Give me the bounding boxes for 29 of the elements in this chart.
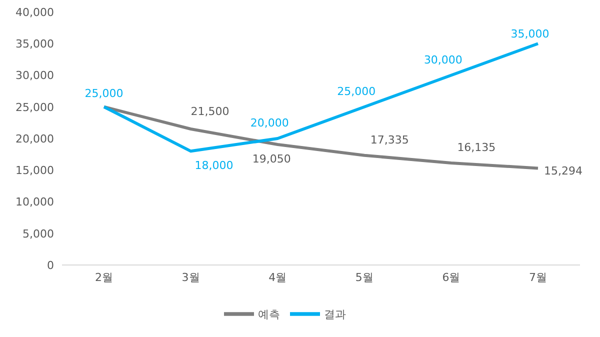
y-tick-label: 40,000 <box>16 6 54 19</box>
x-tick-label: 2월 <box>95 270 113 284</box>
x-tick-label: 7월 <box>529 270 547 284</box>
data-label: 17,335 <box>370 133 409 146</box>
legend-label: 결과 <box>324 308 346 322</box>
y-tick-label: 5,000 <box>22 227 54 240</box>
legend-label: 예측 <box>258 308 280 322</box>
y-tick-label: 25,000 <box>16 100 54 114</box>
y-tick-label: 20,000 <box>16 132 54 146</box>
y-tick-label: 10,000 <box>16 196 54 209</box>
line-series <box>102 105 540 170</box>
y-tick-label: 35,000 <box>16 38 54 51</box>
data-label: 18,000 <box>194 159 234 172</box>
y-tick-label: 30,000 <box>16 69 54 82</box>
data-label: 25,000 <box>337 84 376 98</box>
data-label: 20,000 <box>250 116 289 130</box>
data-label: 21,500 <box>190 105 230 118</box>
data-label: 19,050 <box>252 152 291 166</box>
y-tick-label: 0 <box>47 258 54 272</box>
x-tick-label: 6월 <box>442 270 460 284</box>
data-label: 30,000 <box>424 53 462 66</box>
x-tick-label: 4월 <box>268 270 287 284</box>
x-tick-label: 5월 <box>355 270 374 284</box>
data-label: 25,000 <box>84 86 124 100</box>
y-tick-label: 15,000 <box>16 164 54 178</box>
data-label: 16,135 <box>457 140 496 154</box>
data-label: 35,000 <box>510 28 550 41</box>
data-label: 15,294 <box>544 164 582 178</box>
x-tick-label: 3월 <box>182 270 200 284</box>
